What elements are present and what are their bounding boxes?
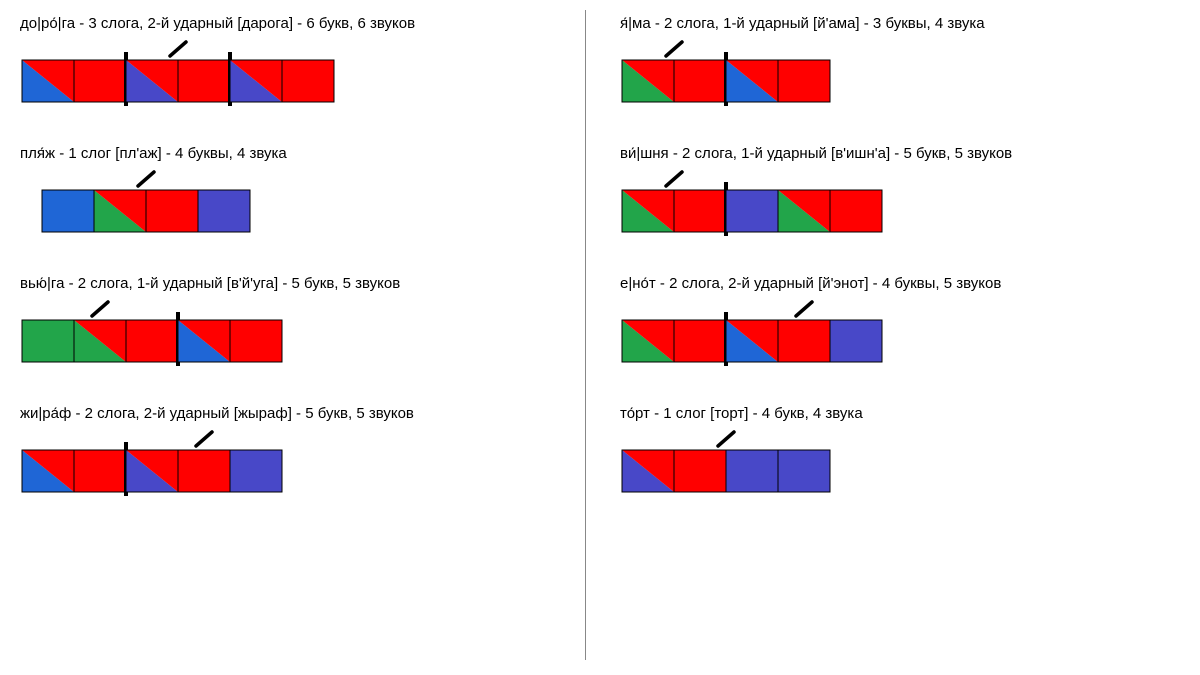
word-block: до|ро́|га - 3 слога, 2-й ударный [дарога… bbox=[20, 15, 580, 110]
sound-strip bbox=[20, 428, 288, 496]
stress-mark bbox=[796, 302, 812, 316]
word-block: жи|ра́ф - 2 слога, 2-й ударный [жыраф] -… bbox=[20, 405, 580, 500]
sound-cell bbox=[198, 190, 250, 232]
stress-mark bbox=[138, 172, 154, 186]
sound-strip-wrap bbox=[20, 38, 340, 106]
word-caption: я́|ма - 2 слога, 1-й ударный [й'ама] - 3… bbox=[620, 15, 1180, 32]
word-caption: ви́|шня - 2 слога, 1-й ударный [в'ишн'а]… bbox=[620, 145, 1180, 162]
stress-mark bbox=[92, 302, 108, 316]
word-block: вью́|га - 2 слога, 1-й ударный [в'й'уга]… bbox=[20, 275, 580, 370]
sound-cell bbox=[830, 190, 882, 232]
stress-mark bbox=[718, 432, 734, 446]
word-caption: до|ро́|га - 3 слога, 2-й ударный [дарога… bbox=[20, 15, 580, 32]
sound-strip bbox=[620, 428, 836, 496]
sound-cell bbox=[674, 450, 726, 492]
sound-cell bbox=[282, 60, 334, 102]
sound-strip bbox=[620, 38, 836, 106]
sound-strip bbox=[20, 38, 340, 106]
sound-cell bbox=[146, 190, 198, 232]
word-block: пля́ж - 1 слог [пл'аж] - 4 буквы, 4 звук… bbox=[20, 145, 580, 240]
word-block: ви́|шня - 2 слога, 1-й ударный [в'ишн'а]… bbox=[620, 145, 1180, 240]
word-caption: е|но́т - 2 слога, 2-й ударный [й'энот] -… bbox=[620, 275, 1180, 292]
column-divider bbox=[585, 10, 586, 660]
page: до|ро́|га - 3 слога, 2-й ударный [дарога… bbox=[0, 0, 1200, 675]
word-block: то́рт - 1 слог [торт] - 4 букв, 4 звука bbox=[620, 405, 1180, 500]
word-caption: жи|ра́ф - 2 слога, 2-й ударный [жыраф] -… bbox=[20, 405, 580, 422]
sound-cell bbox=[230, 320, 282, 362]
sound-cell bbox=[230, 450, 282, 492]
word-caption: вью́|га - 2 слога, 1-й ударный [в'й'уга]… bbox=[20, 275, 580, 292]
sound-cell bbox=[674, 60, 726, 102]
sound-cell bbox=[178, 60, 230, 102]
stress-mark bbox=[666, 42, 682, 56]
sound-cell bbox=[126, 320, 178, 362]
word-block: я́|ма - 2 слога, 1-й ударный [й'ама] - 3… bbox=[620, 15, 1180, 110]
sound-cell bbox=[42, 190, 94, 232]
sound-strip bbox=[40, 168, 256, 236]
sound-cell bbox=[830, 320, 882, 362]
sound-strip-wrap bbox=[620, 298, 888, 366]
sound-strip-wrap bbox=[20, 298, 288, 366]
sound-strip-wrap bbox=[620, 38, 836, 106]
sound-cell bbox=[674, 190, 726, 232]
sound-strip-wrap bbox=[20, 428, 288, 496]
word-block: е|но́т - 2 слога, 2-й ударный [й'энот] -… bbox=[620, 275, 1180, 370]
sound-cell bbox=[74, 60, 126, 102]
sound-cell bbox=[674, 320, 726, 362]
sound-strip bbox=[20, 298, 288, 366]
stress-mark bbox=[666, 172, 682, 186]
right-column: я́|ма - 2 слога, 1-й ударный [й'ама] - 3… bbox=[600, 0, 1200, 535]
sound-cell bbox=[778, 60, 830, 102]
stress-mark bbox=[196, 432, 212, 446]
sound-cell bbox=[74, 450, 126, 492]
sound-strip bbox=[620, 168, 888, 236]
sound-cell bbox=[726, 190, 778, 232]
sound-cell bbox=[726, 450, 778, 492]
sound-strip bbox=[620, 298, 888, 366]
sound-cell bbox=[778, 450, 830, 492]
sound-strip-wrap bbox=[40, 168, 256, 236]
sound-strip-wrap bbox=[620, 168, 888, 236]
sound-cell bbox=[178, 450, 230, 492]
word-caption: пля́ж - 1 слог [пл'аж] - 4 буквы, 4 звук… bbox=[20, 145, 580, 162]
left-column: до|ро́|га - 3 слога, 2-й ударный [дарога… bbox=[0, 0, 600, 535]
stress-mark bbox=[170, 42, 186, 56]
sound-cell bbox=[778, 320, 830, 362]
word-caption: то́рт - 1 слог [торт] - 4 букв, 4 звука bbox=[620, 405, 1180, 422]
sound-cell bbox=[22, 320, 74, 362]
sound-strip-wrap bbox=[620, 428, 836, 496]
